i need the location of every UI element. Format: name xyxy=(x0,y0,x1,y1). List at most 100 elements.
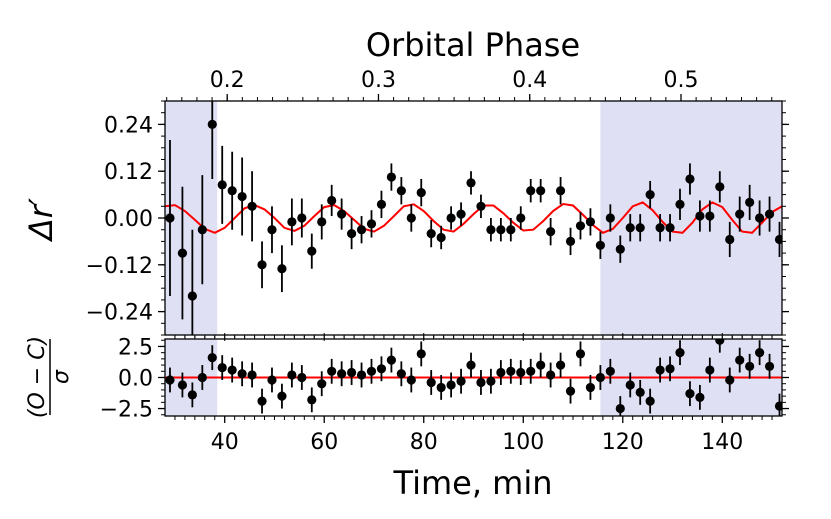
data-marker xyxy=(287,370,297,380)
residual-point xyxy=(735,347,745,373)
data-marker xyxy=(635,223,645,233)
data-marker xyxy=(605,366,615,376)
residual-point xyxy=(774,393,782,416)
data-point xyxy=(565,227,576,256)
data-point xyxy=(755,200,765,236)
data-marker xyxy=(247,370,257,380)
data-point xyxy=(685,163,695,195)
data-marker xyxy=(715,182,725,192)
residual-point xyxy=(267,367,277,393)
data-point xyxy=(496,218,506,242)
data-marker xyxy=(165,213,175,223)
y-tick-label: 0.00 xyxy=(104,207,153,232)
residual-point xyxy=(685,381,695,407)
data-point xyxy=(476,194,486,218)
residual-point xyxy=(327,358,337,384)
data-marker xyxy=(446,213,456,223)
data-marker xyxy=(277,391,287,401)
residual-point xyxy=(366,358,377,384)
data-marker xyxy=(745,197,755,207)
data-marker xyxy=(595,240,605,250)
data-marker xyxy=(565,236,576,246)
residual-point xyxy=(346,360,357,385)
data-point xyxy=(735,196,745,232)
residual-point xyxy=(665,356,675,382)
residual-point xyxy=(655,357,665,383)
data-marker xyxy=(725,375,735,385)
residual-point xyxy=(456,368,466,394)
data-marker xyxy=(406,213,416,223)
x-tick-label: 60 xyxy=(310,430,338,455)
data-point xyxy=(386,163,396,191)
residual-point xyxy=(287,362,297,388)
y-tick-label: −0.12 xyxy=(86,254,153,279)
data-point xyxy=(725,221,735,257)
residual-y-tick-label: 2.5 xyxy=(118,335,153,360)
data-point xyxy=(337,198,347,230)
residual-point xyxy=(237,361,247,387)
residual-point xyxy=(165,367,175,393)
data-marker xyxy=(446,380,456,390)
data-point xyxy=(516,206,526,230)
data-marker xyxy=(297,213,307,223)
residual-point xyxy=(436,375,446,400)
residual-point xyxy=(715,339,725,353)
data-marker xyxy=(625,380,635,390)
residual-point xyxy=(356,362,367,388)
data-point xyxy=(257,241,267,289)
residual-point xyxy=(575,341,586,367)
data-marker xyxy=(764,361,775,371)
data-point xyxy=(745,184,755,220)
residual-point xyxy=(595,365,605,390)
residual-y-denominator: σ xyxy=(49,369,74,384)
residual-point xyxy=(277,383,287,409)
data-marker xyxy=(386,355,396,365)
data-marker xyxy=(685,389,695,399)
data-marker xyxy=(705,211,715,221)
x-tick-label: 120 xyxy=(602,430,644,455)
data-marker xyxy=(376,364,387,374)
data-marker xyxy=(516,367,526,378)
data-marker xyxy=(526,186,536,196)
data-point xyxy=(665,214,675,242)
data-point xyxy=(764,196,775,232)
residual-point xyxy=(695,384,705,410)
data-point xyxy=(546,218,556,246)
data-marker xyxy=(207,353,217,363)
data-marker xyxy=(406,375,416,385)
x-tick-label: 80 xyxy=(410,430,438,455)
data-point xyxy=(645,180,655,209)
phase-tick-label: 0.5 xyxy=(663,68,698,93)
data-marker xyxy=(645,190,655,200)
y-tick-label: 0.12 xyxy=(104,160,153,185)
data-point xyxy=(406,204,416,232)
data-marker xyxy=(356,225,367,235)
data-marker xyxy=(396,369,406,379)
data-marker xyxy=(386,172,396,182)
data-marker xyxy=(267,225,277,235)
data-point xyxy=(297,198,307,238)
residual-y-tick-label: −2.5 xyxy=(100,398,153,423)
data-marker xyxy=(346,367,357,378)
data-marker xyxy=(486,376,496,386)
data-marker xyxy=(376,199,387,209)
data-marker xyxy=(745,361,755,371)
y-tick-label: 0.24 xyxy=(104,113,153,138)
data-point xyxy=(356,216,367,244)
data-marker xyxy=(165,375,175,385)
model-curve xyxy=(165,201,782,234)
data-marker xyxy=(526,366,536,376)
residual-point xyxy=(476,370,486,395)
y-axis-title: Δr′ xyxy=(22,197,60,243)
data-marker xyxy=(536,186,546,196)
data-point xyxy=(456,202,466,226)
residual-point xyxy=(406,367,416,393)
data-point xyxy=(526,179,536,203)
data-point xyxy=(227,151,237,230)
residual-y-numerator: (O − C) xyxy=(25,336,50,418)
residual-point xyxy=(227,357,237,383)
data-point xyxy=(426,219,436,248)
data-marker xyxy=(217,180,227,190)
data-marker xyxy=(565,386,576,396)
